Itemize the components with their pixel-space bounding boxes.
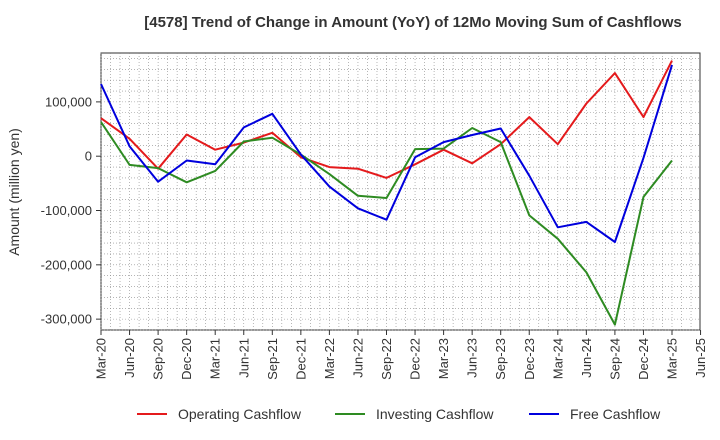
chart-title: [4578] Trend of Change in Amount (YoY) o… xyxy=(144,14,682,31)
x-tick-label: Jun-25 xyxy=(693,338,708,378)
x-tick-label: Jun-20 xyxy=(122,338,137,378)
x-tick-label: Dec-23 xyxy=(522,338,537,380)
legend-label-operating-cashflow: Operating Cashflow xyxy=(178,406,302,422)
vertical-gridlines xyxy=(100,53,692,330)
y-axis-ticks: 100,000 0 -100,000 -200,000 -300,000 xyxy=(41,94,101,327)
x-tick-label: Dec-21 xyxy=(293,338,308,380)
x-tick-label: Dec-24 xyxy=(636,338,651,380)
x-tick-label: Sep-21 xyxy=(265,338,280,380)
x-tick-label: Mar-20 xyxy=(94,338,109,379)
x-tick-label: Sep-24 xyxy=(607,338,622,380)
series-lines xyxy=(100,60,673,326)
x-tick-label: Jun-22 xyxy=(350,338,365,378)
x-tick-label: Dec-22 xyxy=(408,338,423,380)
x-tick-label: Mar-24 xyxy=(550,338,565,379)
x-tick-label: Mar-22 xyxy=(322,338,337,379)
horizontal-gridlines xyxy=(101,58,700,331)
x-tick-label: Jun-24 xyxy=(579,338,594,378)
y-tick-label: 100,000 xyxy=(45,94,92,109)
series-line-free-cashflow xyxy=(100,64,673,243)
legend-label-free-cashflow: Free Cashflow xyxy=(570,406,661,422)
x-tick-label: Mar-25 xyxy=(665,338,680,379)
legend-label-investing-cashflow: Investing Cashflow xyxy=(376,406,494,422)
x-tick-label: Dec-20 xyxy=(179,338,194,380)
x-axis-ticks: Mar-20 Jun-20 Sep-20 Dec-20 Mar-21 Jun-21 Sep-… xyxy=(94,330,708,380)
x-tick-label: Mar-23 xyxy=(436,338,451,379)
y-axis-label: Amount (million yen) xyxy=(6,128,22,256)
x-tick-label: Sep-23 xyxy=(493,338,508,380)
y-tick-label: -300,000 xyxy=(41,312,92,327)
y-tick-label: -200,000 xyxy=(41,257,92,272)
y-tick-label: 0 xyxy=(85,149,92,164)
series-line-operating-cashflow xyxy=(100,60,673,179)
legend: Operating Cashflow Investing Cashflow Free… xyxy=(137,406,661,422)
x-tick-label: Mar-21 xyxy=(208,338,223,379)
x-tick-label: Sep-20 xyxy=(151,338,166,380)
x-tick-label: Jun-23 xyxy=(465,338,480,378)
x-tick-label: Sep-22 xyxy=(379,338,394,380)
y-tick-label: -100,000 xyxy=(41,203,92,218)
series-line-investing-cashflow xyxy=(100,121,673,326)
x-tick-label: Jun-21 xyxy=(236,338,251,378)
